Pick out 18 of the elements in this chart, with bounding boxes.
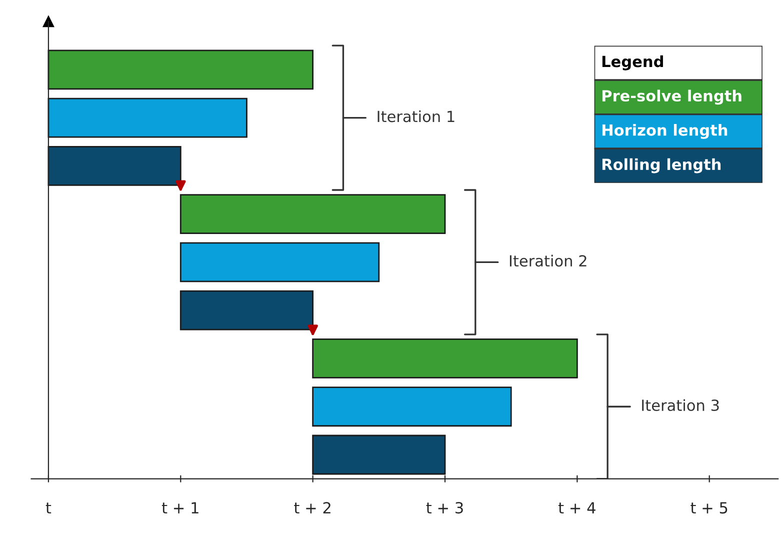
bar	[312, 386, 512, 427]
bar	[180, 242, 380, 282]
bar	[312, 338, 578, 378]
annotation: Pre-solve length	[602, 90, 742, 105]
x-tick-label: t + 1	[162, 502, 198, 514]
x-tick-label: t + 3	[426, 502, 463, 514]
annotation: Iteration 2	[510, 254, 586, 267]
x-tick-label: t	[46, 502, 52, 514]
bar	[180, 290, 314, 330]
annotation: Iteration 1	[378, 110, 454, 122]
x-tick-label: t + 2	[294, 502, 330, 514]
text: Legend	[602, 55, 663, 70]
x-tick-label: t + 5	[690, 502, 728, 514]
x-tick-label: t + 4	[558, 502, 596, 514]
annotation: Rolling length	[602, 158, 721, 174]
annotation: Iteration 3	[642, 399, 719, 412]
bar	[180, 194, 446, 234]
annotation: Horizon length	[602, 124, 728, 139]
